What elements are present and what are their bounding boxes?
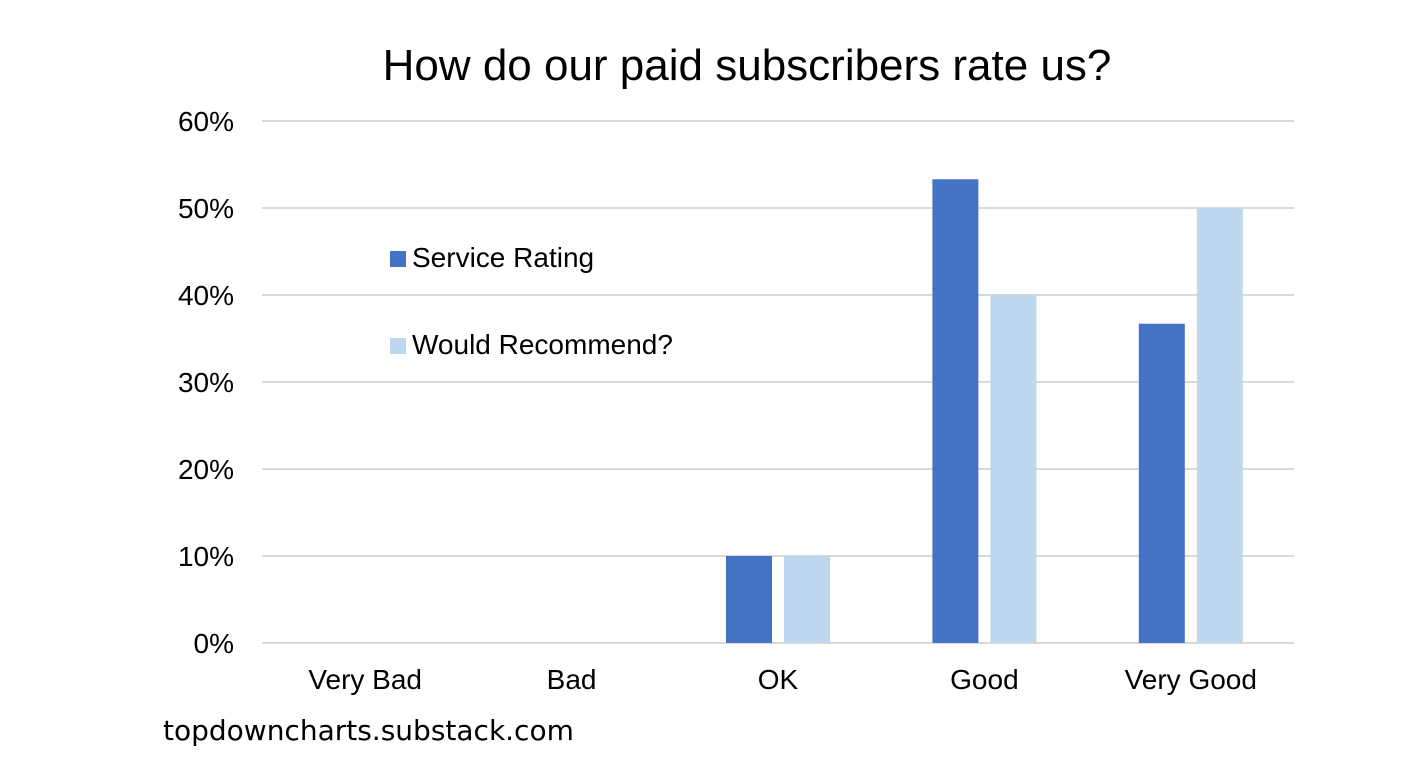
bar-service-rating-good bbox=[932, 179, 979, 644]
bar-service-rating-very-good bbox=[1138, 323, 1185, 643]
y-tick-label: 10% bbox=[178, 541, 234, 572]
bar-service-rating-ok bbox=[726, 556, 772, 643]
bar-would-recommend-very-good bbox=[1196, 208, 1243, 643]
legend-swatch-would-recommend bbox=[390, 338, 406, 354]
chart-title: How do our paid subscribers rate us? bbox=[382, 41, 1112, 90]
y-axis-tick-labels: 0% 10% 20% 30% 40% 50% 60% bbox=[178, 106, 234, 659]
x-tick-label: OK bbox=[758, 664, 799, 695]
x-tick-label: Very Bad bbox=[308, 664, 422, 695]
bars bbox=[726, 179, 1243, 644]
y-tick-label: 40% bbox=[178, 280, 234, 311]
x-axis-tick-labels: Very Bad Bad OK Good Very Good bbox=[308, 664, 1257, 695]
y-tick-label: 30% bbox=[178, 367, 234, 398]
x-tick-label: Good bbox=[950, 664, 1019, 695]
legend-item-service-rating: Service Rating bbox=[390, 241, 594, 275]
x-tick-label: Bad bbox=[547, 664, 597, 695]
y-tick-label: 60% bbox=[178, 106, 234, 137]
y-tick-label: 0% bbox=[194, 628, 234, 659]
legend-item-would-recommend: Would Recommend? bbox=[390, 328, 673, 362]
x-tick-label: Very Good bbox=[1125, 664, 1257, 695]
legend-swatch-service-rating bbox=[390, 251, 406, 267]
y-tick-label: 50% bbox=[178, 193, 234, 224]
bar-would-recommend-good bbox=[990, 295, 1037, 643]
source-note: topdowncharts.substack.com bbox=[163, 714, 574, 747]
legend-label-would-recommend: Would Recommend? bbox=[412, 329, 673, 360]
bar-would-recommend-ok bbox=[784, 556, 830, 643]
gridlines bbox=[262, 120, 1294, 644]
legend-label-service-rating: Service Rating bbox=[412, 242, 595, 273]
y-tick-label: 20% bbox=[178, 454, 234, 485]
